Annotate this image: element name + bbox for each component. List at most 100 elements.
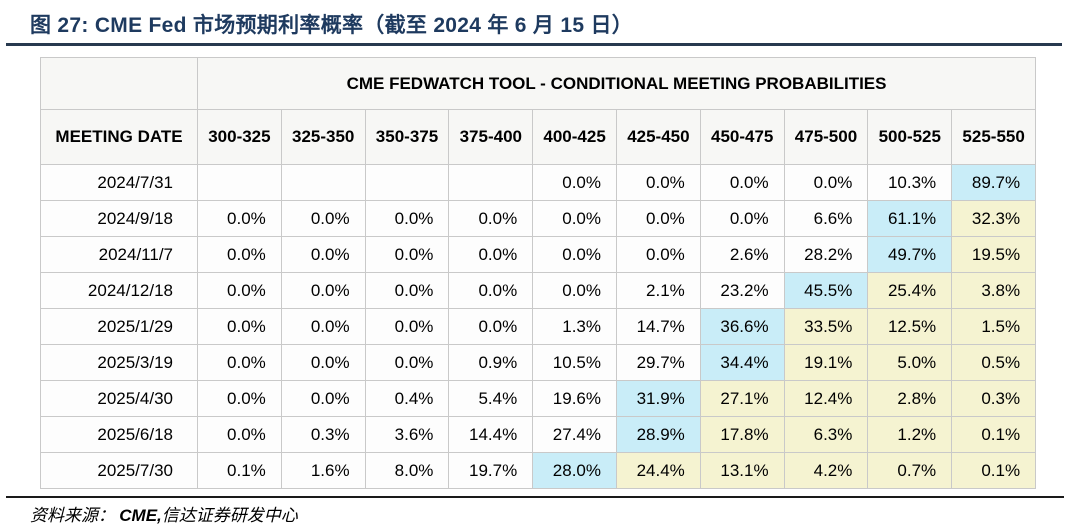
probability-cell: 28.2% [783,236,869,273]
probability-cell: 89.7% [951,164,1037,201]
probability-cell: 6.3% [783,416,869,453]
table-row: 2025/3/19 0.0% 0.0% 0.0% 0.9% 10.5% 29.7% 34.4%… [40,344,1037,381]
probability-cell: 19.7% [448,452,534,489]
meeting-date-cell: 2025/3/19 [40,344,198,381]
probability-cell: 14.7% [615,308,701,345]
probability-cell: 27.4% [532,416,617,453]
probability-cell: 0.0% [364,200,450,237]
probability-cell: 0.1% [197,452,282,489]
table-row: 2025/6/18 0.0% 0.3% 3.6% 14.4% 27.4% 28.9% 17.8… [40,416,1037,453]
probability-cell: 10.5% [532,344,617,381]
probability-cell: 28.0% [532,452,617,489]
probability-cell: 0.0% [197,236,282,273]
rate-range-header: 425-450 [615,109,701,165]
probability-cell: 0.0% [448,236,534,273]
probability-cell: 0.0% [699,200,785,237]
probability-cell: 0.0% [280,200,366,237]
probability-cell: 13.1% [699,452,785,489]
probability-cell: 23.2% [699,272,785,309]
probability-cell: 0.9% [448,344,534,381]
source-label: 资料来源： [30,506,115,525]
probability-cell: 0.0% [532,236,617,273]
probability-cell: 0.0% [532,164,617,201]
probability-cell: 0.0% [280,380,366,417]
probability-cell: 36.6% [699,308,785,345]
probability-cell: 0.7% [867,452,953,489]
probability-cell: 28.9% [615,416,701,453]
probability-cell: 0.1% [951,452,1037,489]
probability-cell: 24.4% [615,452,701,489]
probability-cell: 3.6% [364,416,450,453]
source-divider [6,496,1064,498]
probability-cell: 2.6% [699,236,785,273]
rate-range-header: 375-400 [448,109,534,165]
table-title-row: CME FEDWATCH TOOL - CONDITIONAL MEETING … [40,57,1037,110]
probability-cell: 0.0% [364,344,450,381]
table-row: 2025/1/29 0.0% 0.0% 0.0% 0.0% 1.3% 14.7% 36.6% 3… [40,308,1037,345]
probability-cell: 19.6% [532,380,617,417]
probability-cell: 31.9% [615,380,701,417]
meeting-date-cell: 2024/7/31 [40,164,198,201]
rate-range-header: 475-500 [783,109,869,165]
probability-cell: 17.8% [699,416,785,453]
rate-range-header: 325-350 [280,109,366,165]
probability-cell: 0.5% [951,344,1037,381]
probability-cell: 0.0% [364,308,450,345]
table-row: 2024/7/31 0.0% 0.0% 0.0% 0.0% 10.3% 89.7% [40,164,1037,201]
probability-cell: 61.1% [867,200,953,237]
probability-cell: 0.0% [615,164,701,201]
figure-title: 图 27: CME Fed 市场预期利率概率（截至 2024 年 6 月 15 … [30,14,634,37]
probability-cell: 0.3% [951,380,1037,417]
title-divider [6,43,1062,46]
probability-cell: 3.8% [951,272,1037,309]
probability-cell: 8.0% [364,452,450,489]
probability-cell: 12.5% [867,308,953,345]
probability-cell: 0.0% [280,236,366,273]
table-row: 2025/4/30 0.0% 0.0% 0.4% 5.4% 19.6% 31.9% 27.1%… [40,380,1037,417]
probability-cell [197,164,282,201]
meeting-date-cell: 2024/12/18 [40,272,198,309]
probability-cell: 45.5% [783,272,869,309]
probability-cell: 1.6% [280,452,366,489]
rate-range-header: 525-550 [951,109,1037,165]
probability-cell: 0.0% [197,200,282,237]
probability-cell: 0.0% [197,380,282,417]
probability-cell: 0.0% [364,236,450,273]
probability-cell [448,164,534,201]
probability-cell: 0.0% [532,200,617,237]
probability-cell: 0.0% [448,200,534,237]
probability-cell: 19.5% [951,236,1037,273]
probability-cell: 32.3% [951,200,1037,237]
probability-cell: 27.1% [699,380,785,417]
source-text: 信达证券研发中心 [161,506,298,525]
meeting-date-cell: 2025/4/30 [40,380,198,417]
table-body: 2024/7/31 0.0% 0.0% 0.0% 0.0% 10.3% 89.7% 2024/… [40,164,1037,489]
table-row: 2024/11/7 0.0% 0.0% 0.0% 0.0% 0.0% 0.0% 2.6% 28.… [40,236,1037,273]
probability-cell: 1.5% [951,308,1037,345]
column-header-row: MEETING DATE 300-325 325-350 350-375 375-40… [40,109,1037,165]
source-line: 资料来源： CME,信达证券研发中心 [30,501,298,526]
corner-cell [40,57,198,110]
probability-cell: 29.7% [615,344,701,381]
meeting-date-cell: 2024/9/18 [40,200,198,237]
table-row: 2024/9/18 0.0% 0.0% 0.0% 0.0% 0.0% 0.0% 0.0% 6.6… [40,200,1037,237]
probability-cell: 1.2% [867,416,953,453]
table-title: CME FEDWATCH TOOL - CONDITIONAL MEETING … [196,57,1037,110]
probability-cell: 0.0% [615,200,701,237]
table-header: CME FEDWATCH TOOL - CONDITIONAL MEETING … [40,57,1037,165]
probability-cell [280,164,366,201]
probability-cell: 0.0% [448,308,534,345]
probability-cell: 0.4% [364,380,450,417]
table-row: 2024/12/18 0.0% 0.0% 0.0% 0.0% 0.0% 2.1% 23.2% 4… [40,272,1037,309]
probability-cell: 0.0% [448,272,534,309]
probability-cell: 49.7% [867,236,953,273]
probability-cell: 0.0% [280,272,366,309]
meeting-date-cell: 2025/7/30 [40,452,198,489]
probability-cell [364,164,450,201]
probability-cell: 0.0% [615,236,701,273]
probability-cell: 4.2% [783,452,869,489]
probability-cell: 2.1% [615,272,701,309]
rate-range-header: 300-325 [197,109,282,165]
probability-cell: 0.0% [532,272,617,309]
probability-cell: 0.0% [280,344,366,381]
